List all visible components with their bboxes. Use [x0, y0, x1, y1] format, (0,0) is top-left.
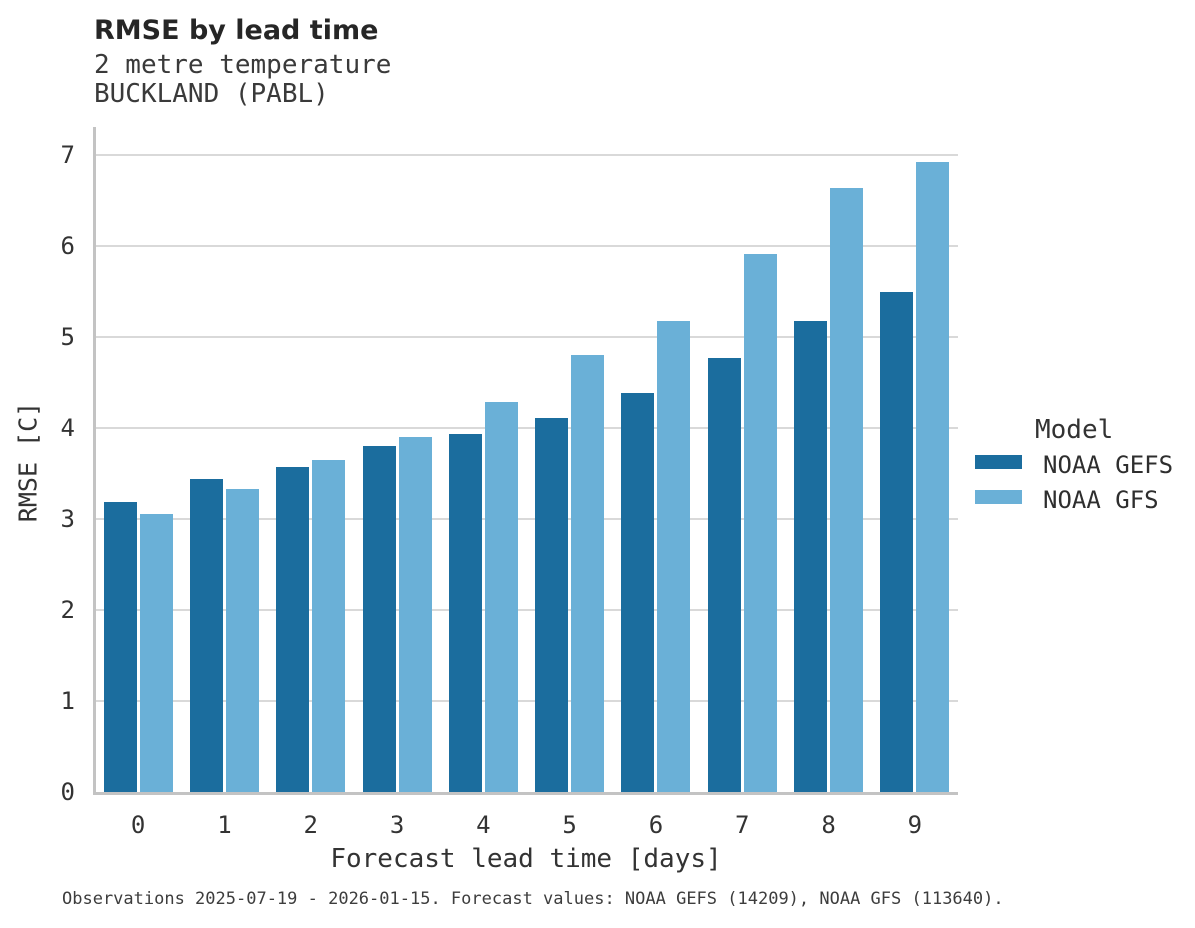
y-tick-label-4: 4: [60, 413, 75, 442]
bar-noaa-gfs-day-9: [916, 161, 950, 792]
gridline-y-3: [96, 517, 958, 520]
bar-noaa-gfs-day-2: [312, 459, 346, 792]
gridline-y-5: [96, 335, 958, 338]
x-axis-spine: [93, 792, 958, 795]
x-tick-label-1: 1: [217, 811, 232, 839]
legend-swatch-noaa-gefs: [975, 455, 1022, 469]
y-tick-label-7: 7: [60, 140, 75, 169]
chart-subtitle-station: BUCKLAND (PABL): [94, 79, 329, 109]
gridline-y-1: [96, 699, 958, 702]
legend-label-noaa-gefs: NOAA GEFS: [1043, 451, 1174, 479]
bar-noaa-gefs-day-6: [621, 393, 655, 792]
bar-noaa-gefs-day-1: [189, 478, 223, 792]
x-tick-label-4: 4: [476, 811, 491, 839]
x-tick-label-7: 7: [735, 811, 750, 839]
y-tick-label-1: 1: [60, 686, 75, 715]
bar-noaa-gefs-day-5: [535, 417, 569, 792]
x-tick-label-2: 2: [303, 811, 318, 839]
bar-noaa-gefs-day-4: [448, 434, 482, 792]
bar-noaa-gfs-day-7: [743, 253, 777, 792]
y-tick-label-6: 6: [60, 231, 75, 260]
gridline-y-2: [96, 608, 958, 611]
x-axis-label: Forecast lead time [days]: [330, 844, 722, 874]
x-tick-label-0: 0: [130, 811, 146, 839]
x-tick-label-8: 8: [821, 811, 836, 839]
y-tick-label-3: 3: [60, 504, 75, 533]
bar-noaa-gfs-day-8: [830, 188, 864, 792]
x-tick-label-5: 5: [562, 811, 577, 839]
bar-noaa-gfs-day-6: [657, 321, 691, 792]
x-tick-label-3: 3: [389, 811, 405, 839]
x-tick-label-6: 6: [648, 811, 664, 839]
bar-noaa-gefs-day-8: [794, 321, 828, 792]
chart-title: RMSE by lead time: [94, 15, 379, 46]
legend-label-noaa-gfs: NOAA GFS: [1043, 486, 1159, 514]
bar-noaa-gfs-day-5: [571, 354, 605, 792]
bar-noaa-gefs-day-2: [276, 466, 310, 792]
y-tick-label-0: 0: [60, 778, 75, 806]
bar-noaa-gfs-day-4: [484, 402, 518, 792]
caption: Observations 2025-07-19 - 2026-01-15. Fo…: [62, 889, 1004, 909]
bar-noaa-gefs-day-3: [362, 445, 396, 792]
gridline-y-4: [96, 426, 958, 429]
bar-noaa-gefs-day-7: [707, 357, 741, 792]
y-tick-label-2: 2: [60, 595, 75, 624]
bar-noaa-gfs-day-1: [225, 488, 259, 792]
y-axis-spine: [93, 127, 96, 795]
bar-noaa-gfs-day-3: [398, 436, 432, 792]
bar-noaa-gfs-day-0: [139, 514, 173, 792]
legend-swatch-noaa-gfs: [975, 490, 1022, 504]
legend-title: Model: [1035, 415, 1114, 445]
y-tick-label-5: 5: [60, 322, 75, 351]
chart-subtitle-parameter: 2 metre temperature: [94, 50, 392, 80]
gridline-y-7: [96, 153, 958, 156]
x-tick-label-9: 9: [907, 811, 923, 839]
gridline-y-6: [96, 244, 958, 247]
bar-noaa-gefs-day-0: [103, 502, 137, 792]
bar-noaa-gefs-day-9: [880, 292, 914, 792]
